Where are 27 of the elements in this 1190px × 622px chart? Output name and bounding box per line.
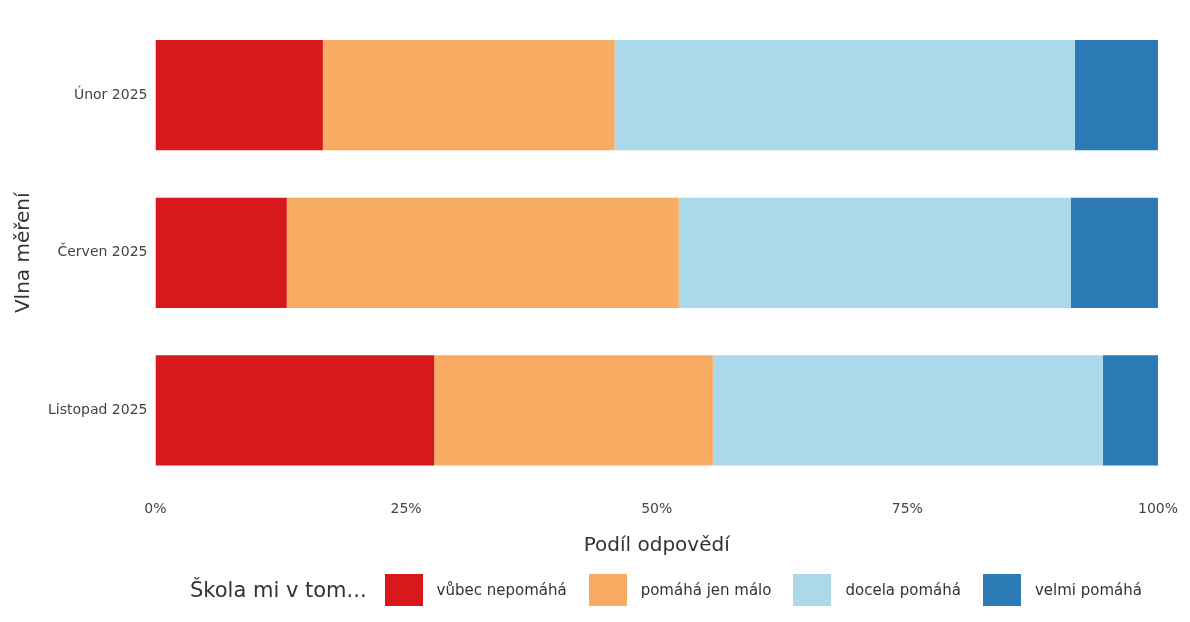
x-tick-label: 25%	[390, 500, 422, 517]
bar	[1070, 197, 1158, 308]
bar	[1102, 355, 1158, 466]
legend-label: pomáhá jen málo	[640, 581, 772, 599]
x-tick-label: 0%	[144, 500, 167, 517]
legend-title: Škola mi v tom...	[189, 578, 367, 602]
bar	[434, 355, 713, 466]
bar	[286, 197, 679, 308]
x-tick-label: 100%	[1137, 500, 1178, 517]
bar	[712, 355, 1103, 466]
legend-label: docela pomáhá	[845, 581, 961, 599]
legend-label: velmi pomáhá	[1034, 581, 1143, 599]
bar	[322, 40, 615, 151]
y-axis-title: Vlna měření	[10, 191, 35, 314]
y-tick-label: Červen 2025	[57, 242, 148, 260]
legend-label: vůbec nepomáhá	[436, 581, 567, 599]
bar	[155, 40, 323, 151]
bar	[155, 355, 435, 466]
x-tick-label: 75%	[891, 500, 923, 517]
y-tick-label: Listopad 2025	[47, 401, 148, 418]
x-tick-label: 50%	[641, 500, 673, 517]
bar	[678, 197, 1071, 308]
bar	[1074, 40, 1158, 151]
bar	[155, 197, 287, 308]
y-tick-label: Únor 2025	[73, 84, 148, 102]
bar	[614, 40, 1075, 151]
x-axis-title: Podíl odpovědí	[583, 532, 732, 557]
